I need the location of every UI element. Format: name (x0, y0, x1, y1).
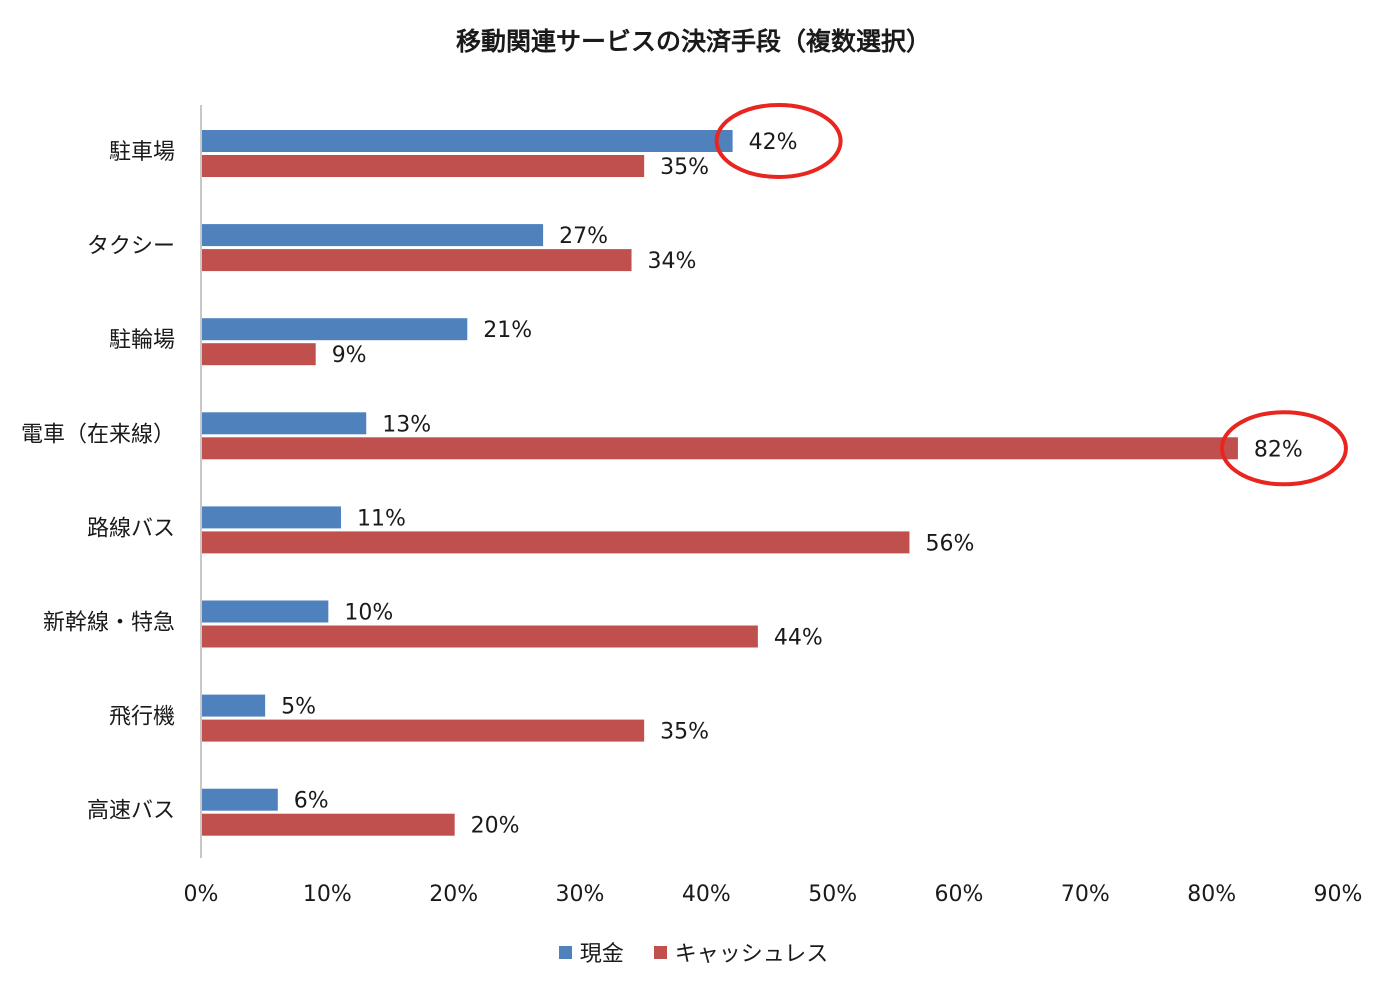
x-tick-label: 60% (935, 882, 984, 907)
data-label: 13% (382, 412, 431, 437)
legend-swatch (653, 945, 667, 959)
x-tick-label: 70% (1061, 882, 1110, 907)
data-label: 35% (660, 720, 709, 745)
category-label: 路線バス (87, 516, 175, 541)
data-label: 44% (774, 626, 823, 651)
category-label: 駐車場 (109, 140, 175, 165)
data-label: 11% (357, 506, 406, 531)
legend-item: 現金 (558, 936, 624, 968)
bar-cashless (202, 249, 632, 272)
bar-cashless (202, 437, 1238, 460)
data-label: 42% (749, 130, 798, 155)
highlight-circle (1219, 410, 1348, 487)
legend-item: キャッシュレス (653, 936, 829, 968)
category-label: 新幹線・特急 (43, 611, 175, 636)
legend: 現金 キャッシュレス (0, 936, 1387, 968)
x-tick-label: 30% (556, 882, 605, 907)
bar-cash (202, 600, 329, 623)
x-tick-label: 0% (184, 882, 219, 907)
category-label: 駐輪場 (109, 328, 175, 353)
data-label: 56% (925, 531, 974, 556)
x-tick-label: 90% (1314, 882, 1363, 907)
highlight-circle (714, 103, 843, 179)
data-label: 5% (281, 695, 316, 720)
data-label: 27% (559, 224, 608, 249)
category-label: タクシー (87, 234, 175, 259)
data-label: 6% (294, 789, 329, 814)
bar-cash (202, 694, 266, 717)
bar-cash (202, 412, 367, 435)
plot-area: 駐車場 42% 35% タクシー 27% 34% 駐輪場 21% 9% 電車（在来線） 13% 82%… (21, 103, 1363, 907)
bar-cashless (202, 531, 910, 554)
category-label: 飛行機 (109, 705, 175, 730)
bar-cashless (202, 155, 645, 177)
chart-title: 移動関連サービスの決済手段（複数選択） (455, 27, 931, 56)
data-label: 10% (344, 601, 393, 626)
data-label: 82% (1254, 437, 1303, 462)
data-label: 35% (660, 155, 709, 180)
bar-cash (202, 788, 278, 811)
legend-swatch (558, 945, 572, 959)
bar-cash (202, 506, 341, 529)
data-label: 34% (648, 249, 697, 274)
x-tick-label: 10% (303, 882, 352, 907)
category-label: 高速バス (87, 799, 175, 824)
legend-label: 現金 (579, 942, 624, 967)
bar-cash (202, 130, 733, 152)
x-tick-label: 80% (1187, 882, 1236, 907)
bar-cash (202, 318, 468, 341)
bar-cash (202, 224, 544, 247)
x-tick-label: 40% (682, 882, 731, 907)
legend-label: キャッシュレス (674, 942, 829, 967)
bar-cashless (202, 813, 455, 836)
category-label: 電車（在来線） (21, 422, 175, 447)
data-label: 9% (332, 343, 367, 368)
x-tick-label: 50% (808, 882, 857, 907)
bar-cashless (202, 719, 645, 742)
bar-cashless (202, 343, 316, 366)
data-label: 21% (483, 318, 532, 343)
bar-cashless (202, 625, 758, 648)
data-label: 20% (471, 814, 520, 839)
x-tick-label: 20% (429, 882, 478, 907)
